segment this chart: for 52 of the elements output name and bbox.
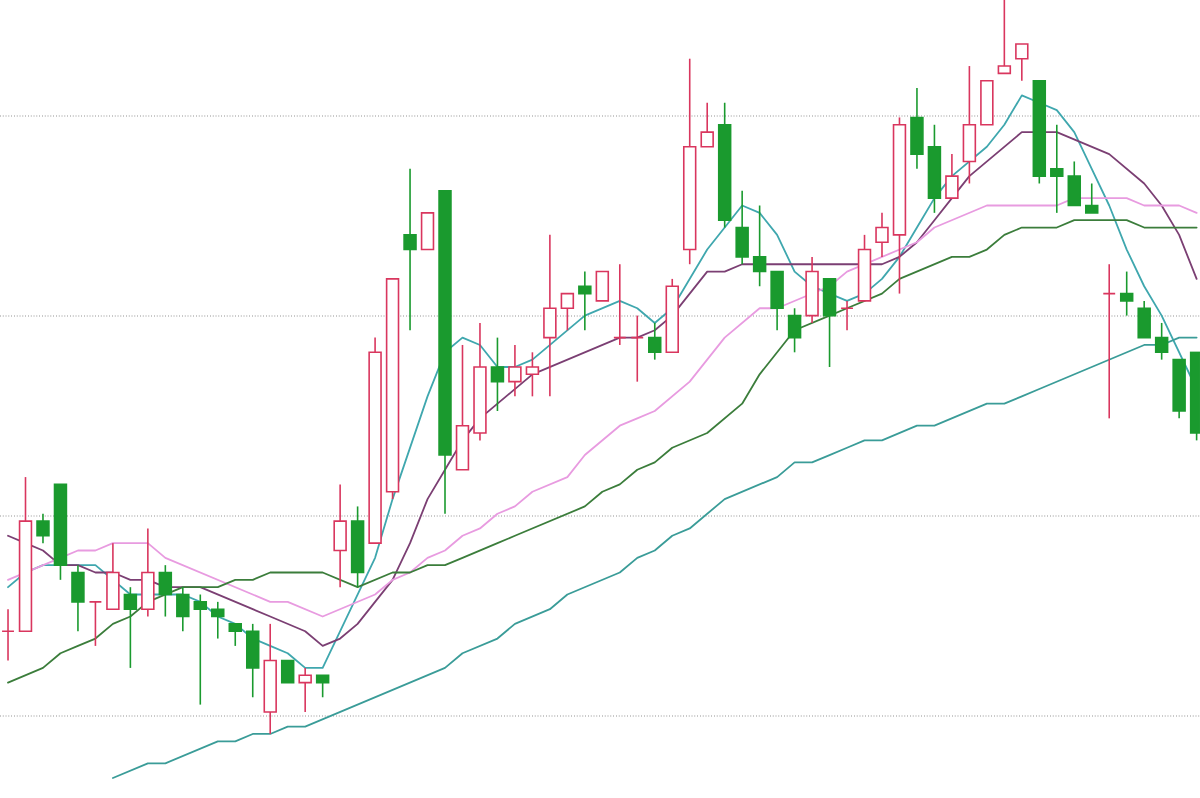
candlestick [176, 586, 190, 633]
candlestick [595, 270, 610, 302]
candlestick [1, 608, 15, 662]
candlestick [315, 674, 330, 699]
candlestick [910, 87, 924, 170]
candlestick [298, 667, 312, 713]
candlestick [1154, 322, 1169, 361]
candlestick [560, 292, 575, 332]
candlestick [1119, 270, 1134, 317]
candlestick [752, 204, 767, 288]
candlestick [980, 79, 994, 126]
candlestick [770, 270, 784, 332]
candlestick [141, 527, 155, 618]
candlestick [962, 65, 977, 185]
candlestick [543, 234, 557, 398]
candlestick [333, 483, 347, 588]
candlestick [822, 278, 837, 368]
candlestick [508, 344, 522, 398]
candlestick [805, 256, 819, 324]
candlestick [997, 0, 1012, 75]
candlestick [245, 623, 260, 699]
candlestick [211, 601, 225, 640]
candlestick [228, 623, 242, 647]
candlestick [735, 190, 749, 266]
candlestick [578, 270, 592, 332]
candlestick [1050, 123, 1064, 214]
candlestick [88, 601, 103, 647]
candlestick [490, 336, 505, 412]
candlestick [158, 564, 173, 618]
candlestick [613, 263, 627, 346]
candlestick [1015, 43, 1029, 82]
candlestick [106, 542, 120, 610]
candlestick [123, 586, 138, 669]
candlestick [945, 153, 959, 199]
candlestick [700, 101, 714, 148]
candlestick [71, 564, 85, 633]
candlestick [403, 168, 417, 332]
candlestick [1137, 300, 1151, 339]
candlestick [280, 659, 295, 684]
candlestick [1067, 160, 1082, 207]
candlestick [36, 512, 50, 544]
candlestick [1085, 182, 1099, 214]
candlestick [420, 212, 435, 251]
candlestick [875, 212, 889, 258]
candlestick [648, 322, 662, 361]
candlestick [840, 300, 854, 332]
candlestick [630, 314, 645, 383]
candlestick [787, 307, 802, 354]
candlestick [1102, 263, 1116, 420]
candlestick [193, 593, 208, 706]
candlestick [525, 351, 540, 398]
candlestick [455, 344, 470, 471]
